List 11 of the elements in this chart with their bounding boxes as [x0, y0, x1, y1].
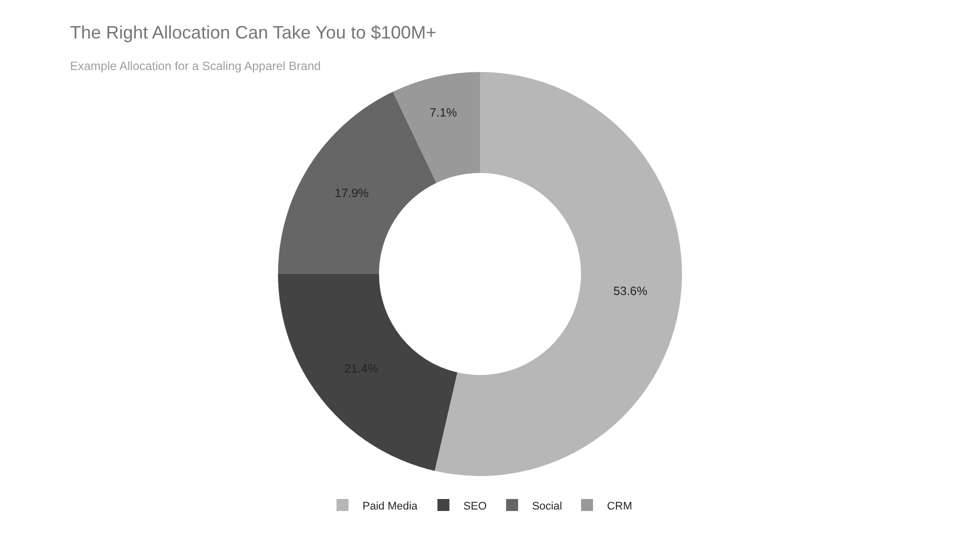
- donut-slice: [278, 274, 458, 471]
- data-label: 17.9%: [334, 186, 370, 200]
- chart-title: The Right Allocation Can Take You to $100M+: [70, 22, 436, 43]
- legend-label: Social: [532, 500, 562, 512]
- legend-label: SEO: [463, 500, 488, 512]
- data-label: 7.1%: [430, 106, 458, 120]
- chart-subtitle: Example Allocation for a Scaling Apparel Brand: [70, 59, 321, 74]
- legend-label: CRM: [607, 500, 632, 512]
- legend-label: Paid Media: [362, 500, 418, 512]
- donut-slice: [392, 72, 480, 183]
- data-label: 53.6%: [613, 284, 648, 298]
